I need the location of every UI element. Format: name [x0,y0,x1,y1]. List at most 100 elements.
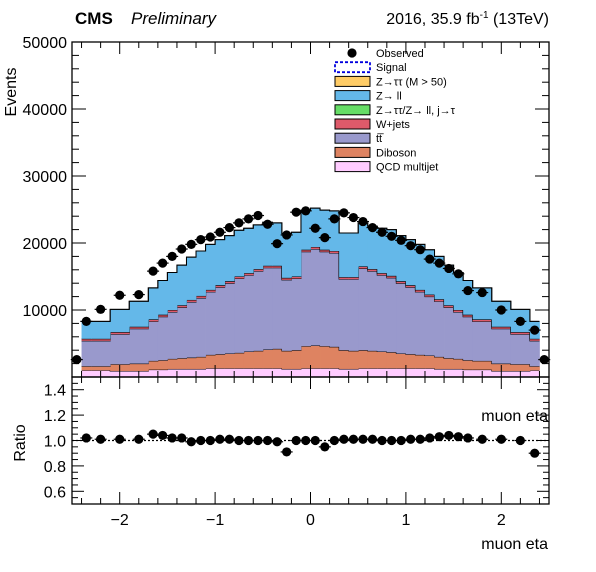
observed-point [478,288,487,297]
ratio-point [368,435,377,444]
bar [225,368,235,377]
observed-point [444,264,453,273]
bar [291,279,301,351]
bar [368,368,378,377]
bar [263,350,273,369]
legend-swatch [335,76,370,86]
observed-point [196,235,205,244]
bar [206,244,216,290]
ratio-point [187,437,196,446]
bar [387,278,397,352]
x-tick-label: 1 [401,512,410,529]
observed-point [530,326,539,335]
observed-point [349,213,358,222]
observed-point [311,224,320,233]
legend-label: tt̅ [376,133,384,145]
bar [129,301,148,326]
legend-entry: Z→ ll [335,91,402,103]
legend-label: Z→ττ (M > 50) [376,76,447,88]
ratio-point [234,436,243,445]
legend-entry: tt̅ [335,133,384,145]
ratio-point [330,436,339,445]
observed-point [339,208,348,217]
bar [148,370,158,377]
ratio-point [215,435,224,444]
legend-entry: W+jets [335,119,410,131]
bar [320,368,330,377]
observed-point [301,206,310,215]
x-tick-label: 2 [497,512,506,529]
observed-point [435,259,444,268]
observed-point [115,291,124,300]
legend-entry: Observed [347,48,423,60]
bar [272,268,282,349]
bar [349,233,359,277]
bar [167,359,177,369]
ratio-point [253,436,262,445]
ratio-point [244,436,253,445]
bar [463,370,473,377]
observed-point [273,239,282,248]
bar [196,251,206,296]
bar [320,252,330,346]
bar [435,357,445,369]
bar [244,352,254,369]
bar [377,275,387,351]
bar [110,309,129,332]
bar [282,369,292,377]
observed-point [177,244,186,253]
bar [272,368,282,377]
bar [215,368,225,377]
bar [129,329,148,364]
bar [82,341,92,366]
bar [263,268,273,350]
observed-point [72,355,81,364]
bar [225,283,235,353]
bar [463,317,473,361]
observed-point [225,223,234,232]
ratio-point [273,437,282,446]
observed-point [416,245,425,254]
observed-point [215,228,224,237]
legend-swatch [335,119,370,129]
ratio-point [339,435,348,444]
y-tick-label: 30000 [23,169,68,186]
lumi-label: 2016, 35.9 fb-1 (13TeV) [386,10,549,28]
bar [215,287,225,354]
bar [358,223,368,267]
legend-swatch [335,133,370,143]
bar [282,280,292,351]
bar [358,350,368,368]
bar [377,368,387,377]
bar [349,351,359,369]
bar [186,302,196,358]
ratio-point [320,442,329,451]
bar [234,368,244,377]
bar [158,370,168,377]
ratio-y-tick-label: 0.6 [44,484,66,501]
ratio-point [115,435,124,444]
bar [530,341,540,366]
ratio-y-tick-label: 0.8 [44,459,66,476]
legend-label: Z→ττ/Z→ ll, j→τ [376,105,456,117]
bar [206,292,216,355]
legend-swatch [335,162,370,172]
observed-point [330,214,339,223]
observed-point [134,290,143,299]
legend-entry: Z→ττ/Z→ ll, j→τ [335,105,456,117]
legend-label: Z→ ll [376,91,402,103]
bar [301,252,311,346]
observed-point [406,241,415,250]
legend-label: Diboson [376,147,416,159]
legend-entry: QCD multijet [335,162,438,174]
observed-point [82,317,91,326]
bar [454,312,464,359]
observed-point [516,317,525,326]
ratio-point [463,433,472,442]
bar [396,283,406,353]
x-tick-label: −1 [206,512,224,529]
bar [330,347,340,368]
bar [320,210,330,250]
bar [349,369,359,377]
bar [91,341,110,366]
